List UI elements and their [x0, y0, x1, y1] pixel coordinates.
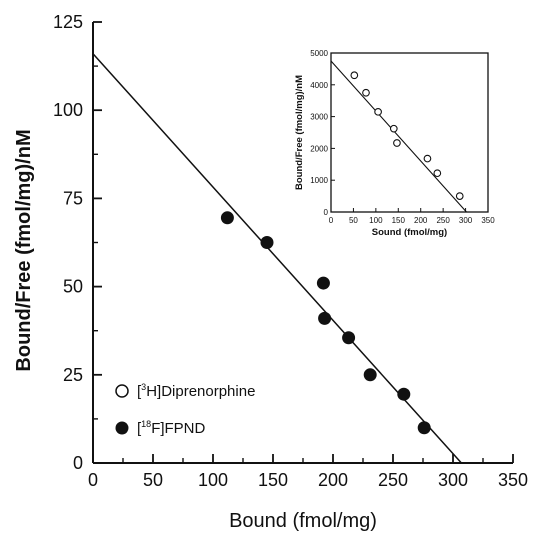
data-point	[417, 421, 431, 435]
data-point	[318, 311, 332, 325]
data-point	[363, 368, 377, 382]
y-tick-label: 25	[63, 365, 83, 385]
inset-data-point	[350, 71, 359, 80]
inset-x-tick-label: 300	[459, 216, 473, 225]
x-tick-label: 150	[258, 470, 288, 490]
inset-data-point	[423, 154, 432, 163]
inset-y-tick-label: 5000	[310, 49, 328, 58]
y-tick-label: 0	[73, 453, 83, 473]
y-axis-label: Bound/Free (fmol/mg)/nM	[13, 129, 35, 371]
x-axis-label: Bound (fmol/mg)	[229, 510, 377, 532]
inset-regression-line	[330, 60, 467, 213]
inset-data-point	[389, 124, 398, 133]
inset-frame	[330, 52, 489, 213]
x-tick-label: 100	[198, 470, 228, 490]
x-tick-label: 50	[143, 470, 163, 490]
inset-y-tick-label: 2000	[310, 144, 328, 153]
inset-x-tick-label: 150	[392, 216, 406, 225]
x-tick-label: 200	[318, 470, 348, 490]
x-tick-label: 350	[498, 470, 528, 490]
inset-y-tick-label: 3000	[310, 113, 328, 122]
inset-y-axis-label: Bound/Free (fmol/mg)/nM	[294, 75, 305, 190]
legend-label: [18F]FPND	[137, 419, 206, 437]
data-point	[260, 236, 274, 249]
legend-marker-open	[115, 384, 129, 398]
y-tick-label: 125	[53, 12, 83, 32]
data-point	[316, 276, 330, 290]
x-tick-label: 250	[378, 470, 408, 490]
data-point	[220, 211, 234, 225]
inset-data-point	[433, 169, 442, 178]
y-tick-label: 50	[63, 277, 83, 297]
inset-x-tick-label: 50	[349, 216, 358, 225]
inset-x-tick-label: 200	[414, 216, 428, 225]
inset-x-tick-label: 350	[481, 216, 495, 225]
inset-y-tick-label: 1000	[310, 176, 328, 185]
legend-label: [3H]Diprenorphine	[137, 382, 255, 400]
main-chart: 0 25 50 75 100 125 0 50 100 150 200 250 300 350 Bound …	[13, 12, 528, 532]
inset-x-axis-label: Sound (fmol/mg)	[372, 227, 447, 238]
data-point	[397, 387, 411, 401]
inset-y-tick-label: 0	[324, 208, 329, 217]
inset-x-tick-label: 250	[436, 216, 450, 225]
y-tick-label: 100	[53, 100, 83, 120]
x-tick-label: 0	[88, 470, 98, 490]
legend-marker-filled	[115, 421, 129, 435]
y-tick-label: 75	[63, 188, 83, 208]
inset-chart: 0 1000 2000 3000 4000 5000 0 50 100 150 200 250 300 3…	[294, 49, 495, 238]
inset-data-point	[374, 107, 382, 116]
data-point	[342, 331, 356, 345]
inset-y-tick-label: 4000	[310, 81, 328, 90]
inset-data-point	[393, 139, 401, 147]
inset-x-tick-label: 100	[369, 216, 383, 225]
inset-data-point	[455, 192, 464, 200]
x-tick-label: 300	[438, 470, 468, 490]
inset-data-point	[362, 88, 370, 97]
inset-x-tick-label: 0	[329, 216, 334, 225]
